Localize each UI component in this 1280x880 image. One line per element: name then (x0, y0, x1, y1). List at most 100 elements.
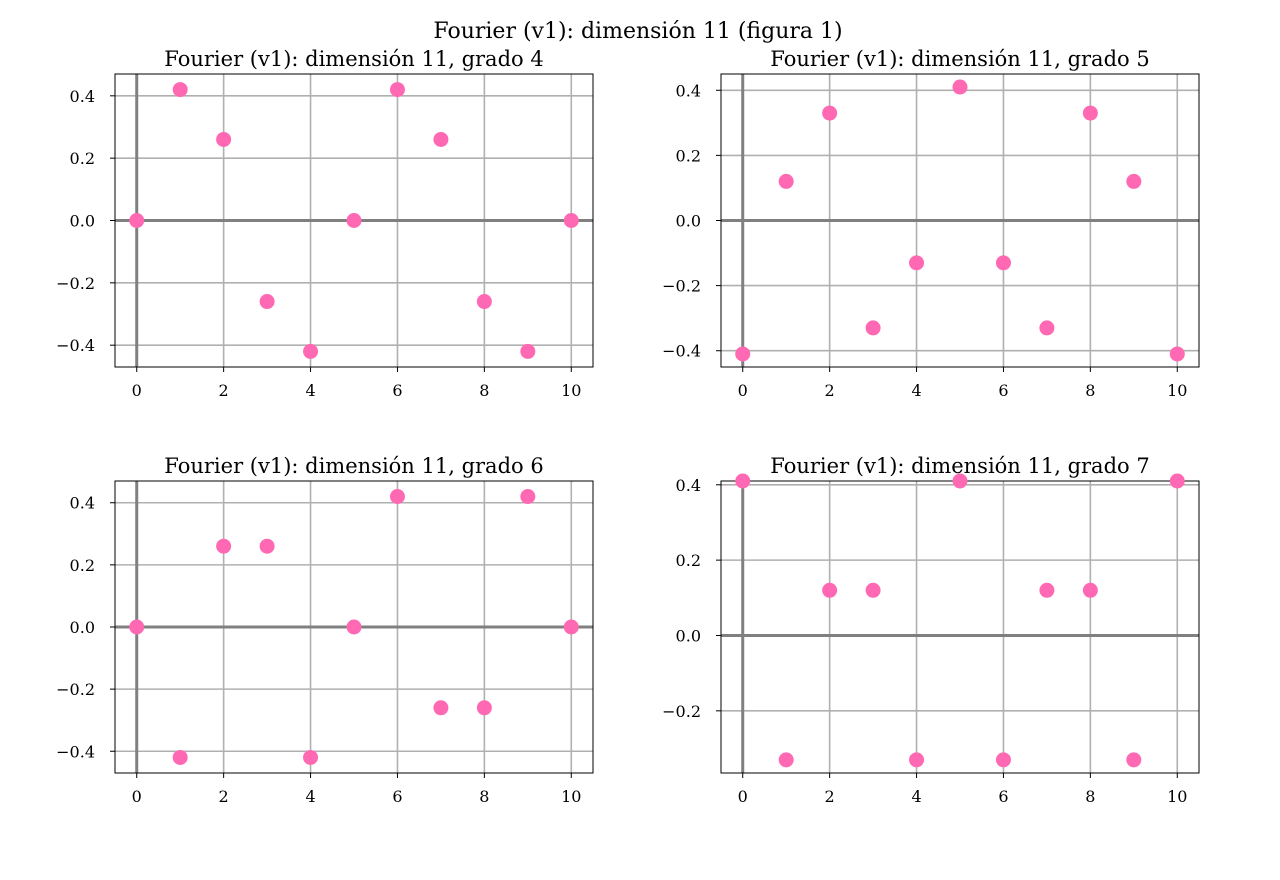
subplot-3-point-5 (346, 619, 362, 635)
subplot-3-xtick-label-1: 2 (219, 787, 229, 806)
subplot-2-point-1 (778, 173, 794, 189)
figure-suptitle: Fourier (v1): dimensión 11 (figura 1) (433, 19, 842, 44)
subplot-4-ytick-label-1: 0.0 (676, 626, 701, 645)
subplot-2-ytick-label-2: 0.0 (676, 212, 701, 231)
subplot-4: Fourier (v1): dimensión 11, grado 70 2 4 6 8… (662, 454, 1200, 806)
subplot-1-xtick-label-3: 6 (392, 381, 402, 400)
subplot-2-point-3 (865, 320, 881, 336)
subplot-1-point-10 (563, 213, 579, 228)
subplot-2-xtick-label-4: 8 (1085, 381, 1095, 400)
subplot-4-ytick-label-2: 0.2 (676, 551, 701, 570)
subplot-4-point-6 (995, 752, 1011, 768)
subplot-3-point-3 (259, 538, 275, 554)
subplot-3-xtick-label-4: 8 (479, 787, 489, 806)
subplot-1-xtick-label-5: 10 (561, 381, 581, 400)
subplot-2-xtick-label-1: 2 (825, 381, 835, 400)
subplot-4-xtick-label-1: 2 (825, 787, 835, 806)
subplot-1-point-7 (433, 131, 449, 147)
subplot-4-point-1 (778, 752, 794, 768)
subplot-1-ytick-label-4: 0.4 (70, 87, 95, 106)
subplot-3-xtick-label-0: 0 (132, 787, 142, 806)
subplot-1-xtick-label-0: 0 (132, 381, 142, 400)
subplot-3-frame (114, 480, 594, 774)
subplot-1-title: Fourier (v1): dimensión 11, grado 4 (164, 47, 543, 71)
subplot-4-point-2 (822, 582, 838, 598)
subplot-2-title: Fourier (v1): dimensión 11, grado 5 (770, 47, 1149, 71)
subplot-2-point-8 (1082, 105, 1098, 121)
subplot-3-ytick-label-3: 0.2 (70, 556, 95, 575)
subplot-3-xtick-label-3: 6 (392, 787, 402, 806)
subplot-4-ytick-label-3: 0.4 (676, 476, 701, 495)
subplot-1-point-2 (216, 131, 232, 147)
subplot-3-ytick-label-0: −0.4 (56, 742, 95, 761)
subplot-1-frame (114, 73, 594, 368)
subplot-2-point-10 (1169, 346, 1185, 362)
subplot-4-xtick-label-5: 10 (1167, 787, 1187, 806)
subplot-4-xtick-label-3: 6 (998, 787, 1008, 806)
subplot-3-point-8 (476, 700, 492, 716)
subplot-2-point-7 (1039, 320, 1055, 336)
subplot-4-point-7 (1039, 582, 1055, 598)
subplot-3-ytick-label-2: 0.0 (70, 618, 95, 637)
subplot-3-ytick-label-4: 0.4 (70, 494, 95, 513)
subplot-3-point-10 (563, 619, 579, 635)
subplot-1-point-4 (303, 343, 319, 359)
subplot-4-point-0 (735, 473, 751, 489)
subplot-3-ytick-label-1: −0.2 (56, 680, 95, 699)
subplot-1-point-1 (172, 82, 188, 98)
subplot-3-title: Fourier (v1): dimensión 11, grado 6 (164, 454, 543, 478)
subplot-3: Fourier (v1): dimensión 11, grado 6 0 2 4 6 8… (56, 454, 594, 806)
subplot-4-point-5 (952, 473, 968, 489)
subplot-1-ytick-label-3: 0.2 (70, 149, 95, 168)
subplot-2-point-4 (909, 255, 925, 271)
subplot-2-xtick-label-5: 10 (1167, 381, 1187, 400)
subplot-2-point-2 (822, 105, 838, 121)
subplot-4-point-3 (865, 582, 881, 598)
subplot-4-xtick-label-2: 4 (911, 787, 921, 806)
subplot-3-point-7 (433, 700, 449, 716)
subplot-4-point-9 (1126, 752, 1142, 768)
subplot-4-ytick-label-0: −0.2 (662, 702, 701, 721)
subplot-1-xtick-label-4: 8 (479, 381, 489, 400)
subplot-1-ytick-label-2: 0.0 (70, 212, 95, 231)
subplot-2-point-6 (995, 255, 1011, 271)
subplot-3-point-4 (303, 749, 319, 765)
subplot-1-point-5 (346, 213, 362, 228)
subplot-1-point-0 (129, 213, 145, 228)
subplot-1-ytick-label-1: −0.2 (56, 274, 95, 293)
subplot-1-point-9 (520, 343, 536, 359)
subplot-3-xtick-label-5: 10 (561, 787, 581, 806)
subplot-2: Fourier (v1): dimensión 11, grado 5 0 2 4 6 8… (662, 47, 1200, 400)
subplot-1-xtick-label-1: 2 (219, 381, 229, 400)
subplot-1-xtick-label-2: 4 (305, 381, 315, 400)
subplot-2-ytick-label-3: 0.2 (676, 146, 701, 165)
subplot-4-point-4 (909, 752, 925, 768)
subplot-1-point-3 (259, 294, 275, 310)
subplot-2-xtick-label-2: 4 (911, 381, 921, 400)
subplot-4-frame (720, 480, 1200, 774)
subplot-1: Fourier (v1): dimensión 11, grado 4 0 2 4 6 8… (56, 47, 594, 400)
subplot-4-xtick-label-4: 8 (1085, 787, 1095, 806)
subplot-2-point-5 (952, 79, 968, 95)
subplot-3-point-0 (129, 619, 145, 635)
subplot-3-point-1 (172, 749, 188, 765)
subplot-1-ytick-label-0: −0.4 (56, 336, 95, 355)
subplot-2-point-0 (735, 346, 751, 362)
subplot-4-point-10 (1169, 473, 1185, 489)
subplot-2-ytick-label-0: −0.4 (662, 342, 701, 361)
subplot-4-point-8 (1082, 582, 1098, 598)
subplot-3-point-2 (216, 538, 232, 554)
subplot-3-point-9 (520, 489, 536, 505)
subplot-2-xtick-label-3: 6 (998, 381, 1008, 400)
subplot-1-point-8 (476, 294, 492, 310)
subplot-4-xtick-label-0: 0 (738, 787, 748, 806)
subplot-2-point-9 (1126, 173, 1142, 189)
subplot-3-point-6 (389, 489, 405, 505)
subplot-1-point-6 (389, 82, 405, 98)
subplot-3-xtick-label-2: 4 (305, 787, 315, 806)
subplot-2-ytick-label-4: 0.4 (676, 81, 701, 100)
subplot-2-ytick-label-1: −0.2 (662, 277, 701, 296)
subplot-2-frame (720, 73, 1200, 368)
subplot-2-xtick-label-0: 0 (738, 381, 748, 400)
